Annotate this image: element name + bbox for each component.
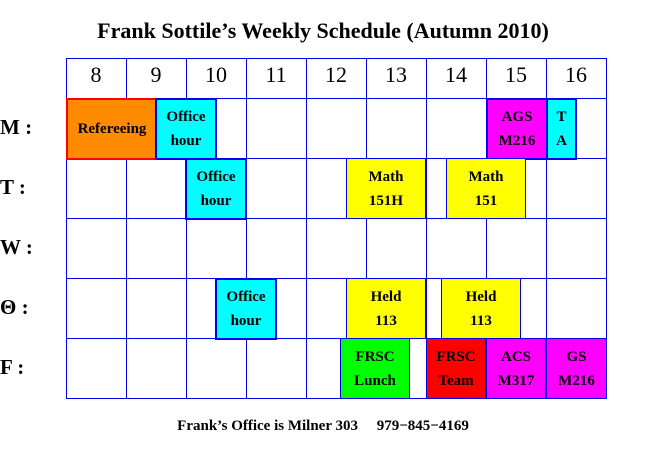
grid-vline: [246, 58, 247, 399]
grid-vline: [186, 58, 187, 399]
block-held-113-first: Held 113: [346, 278, 426, 339]
grid-hline: [66, 338, 607, 339]
day-label-thursday: Θ :: [0, 295, 29, 319]
block-frsc-team: FRSC Team: [426, 338, 486, 399]
grid-vline: [546, 58, 547, 399]
hour-label-12: 12: [325, 62, 347, 87]
hour-label-8: 8: [90, 62, 102, 87]
hour-label-14: 14: [445, 62, 467, 87]
grid-vline: [366, 58, 367, 399]
grid-vline: [426, 58, 427, 399]
block-acs: ACS M317: [486, 338, 546, 399]
hour-label-13: 13: [385, 62, 407, 87]
block-office-hour-tuesday: Office hour: [185, 158, 247, 220]
grid-vline: [306, 58, 307, 399]
grid-hline: [66, 398, 607, 399]
hour-label-11: 11: [265, 62, 287, 87]
day-label-monday: M :: [0, 115, 33, 139]
day-label-tuesday: T :: [0, 175, 26, 199]
day-label-friday: F :: [0, 355, 25, 379]
block-gs: GS M216: [546, 338, 607, 399]
block-refereeing: Refereeing: [66, 98, 158, 160]
day-label-wednesday: W :: [0, 235, 33, 259]
grid-vline: [606, 58, 607, 399]
grid-vline: [486, 58, 487, 399]
block-ta: T A: [546, 98, 577, 160]
block-math-151h: Math 151H: [346, 158, 426, 219]
grid-hline: [66, 98, 607, 99]
grid-hline: [66, 278, 607, 279]
hour-label-16: 16: [565, 62, 587, 87]
grid-vline: [66, 58, 67, 399]
grid-hline: [66, 58, 607, 59]
grid-hline: [66, 158, 607, 159]
grid-hline: [66, 218, 607, 219]
hour-label-15: 15: [505, 62, 527, 87]
office-contact-footer: Frank’s Office is Milner 303 979−845−416…: [177, 418, 469, 434]
hour-label-10: 10: [205, 62, 227, 87]
schedule-title: Frank Sottile’s Weekly Schedule (Autumn …: [97, 18, 549, 43]
block-math-151: Math 151: [446, 158, 526, 219]
grid-vline: [126, 58, 127, 399]
block-office-hour-thursday: Office hour: [215, 278, 277, 340]
block-ags: AGS M216: [486, 98, 548, 160]
block-office-hour-monday: Office hour: [155, 98, 217, 160]
block-held-113-second: Held 113: [441, 278, 521, 339]
block-frsc-lunch: FRSC Lunch: [340, 338, 410, 399]
hour-label-9: 9: [150, 62, 162, 87]
